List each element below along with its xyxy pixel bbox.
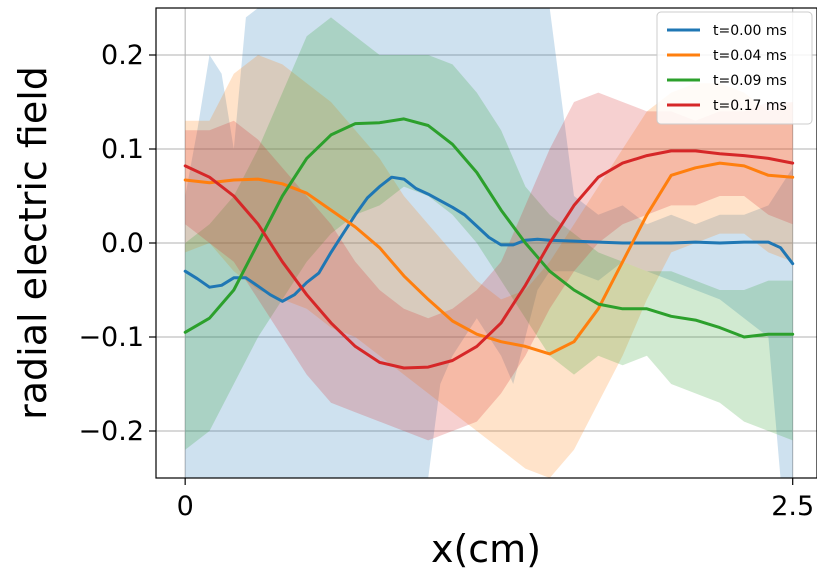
y-tick-label: 0.1: [101, 134, 144, 165]
x-tick-label: 2.5: [771, 491, 814, 522]
legend-label-3: t=0.17 ms: [713, 98, 787, 114]
y-tick-label: −0.1: [78, 322, 144, 353]
confidence-bands: [185, 8, 793, 478]
band-series-2: [185, 17, 793, 450]
legend-label-0: t=0.00 ms: [713, 23, 787, 39]
line-series-2: [183, 117, 795, 339]
x-tick-label: 0: [177, 491, 194, 522]
line-series-0: [183, 175, 795, 303]
legend-box: [656, 11, 813, 125]
y-tick-label: −0.2: [78, 416, 144, 447]
y-tick-label: 0.0: [101, 228, 144, 259]
x-axis-label: x(cm): [431, 527, 541, 571]
line-series-3: [183, 149, 795, 370]
band-series-3: [185, 92, 793, 441]
band-series-1: [185, 55, 793, 478]
legend-label-1: t=0.04 ms: [713, 48, 787, 64]
band-series-0: [185, 8, 793, 478]
y-tick-label: 0.2: [101, 40, 144, 71]
axis-ticks: 0.2 0.1 0.0 −0.1 −0.2 0 2.5: [78, 40, 814, 522]
legend: t=0.00 ms t=0.04 ms t=0.09 ms t=0.17 ms: [656, 11, 813, 125]
series-lines: [183, 117, 795, 370]
y-axis-label: radial electric field: [11, 66, 55, 420]
legend-label-2: t=0.09 ms: [713, 73, 787, 89]
line-series-1: [183, 161, 795, 356]
